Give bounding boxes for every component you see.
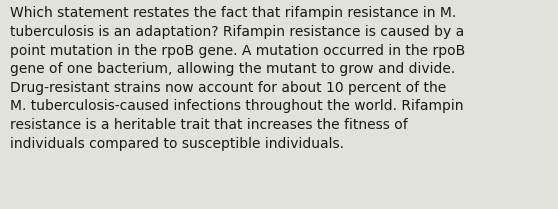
Text: Which statement restates the fact that rifampin resistance in M.
tuberculosis is: Which statement restates the fact that r…	[10, 6, 465, 151]
